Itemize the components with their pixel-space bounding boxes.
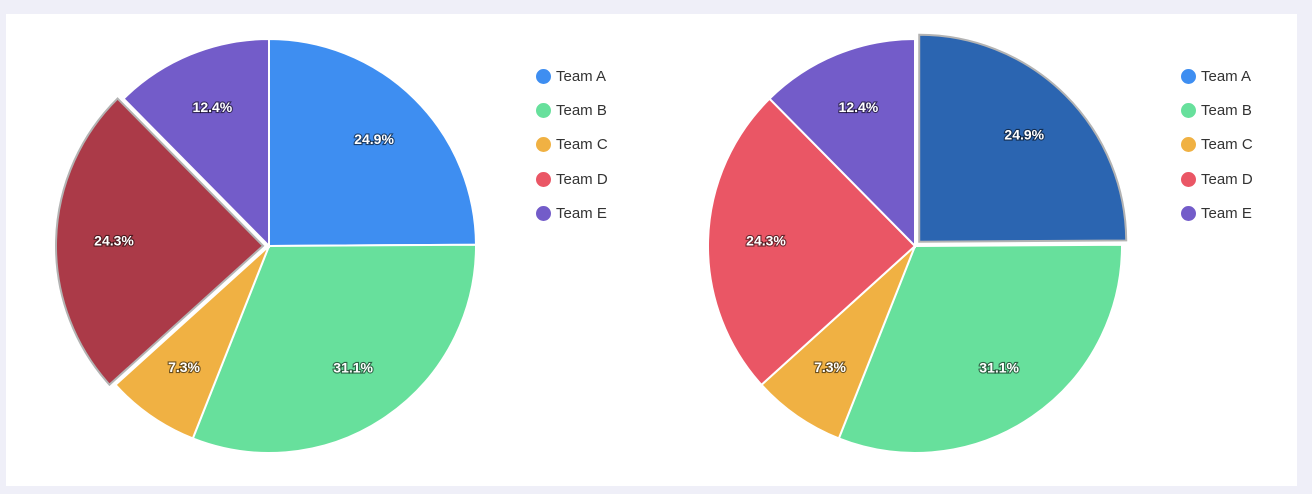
legend-item-team-a[interactable]: Team A bbox=[536, 59, 608, 93]
legend-swatch bbox=[1181, 205, 1196, 221]
pie-slice-team-a[interactable] bbox=[918, 33, 1128, 243]
legend-swatch bbox=[536, 68, 551, 84]
pie-chart-1: 24.9% 31.1% 7.3% 24.3% 12.4% bbox=[55, 37, 478, 454]
pie-slice-team-d[interactable] bbox=[55, 97, 265, 387]
legend-swatch bbox=[1181, 171, 1196, 187]
legend-item-team-e[interactable]: Team E bbox=[1181, 196, 1253, 230]
pie-slice-team-e[interactable] bbox=[122, 37, 270, 249]
pie-slice-team-b[interactable] bbox=[191, 243, 477, 454]
slice-percent-label: 7.3% bbox=[814, 359, 846, 375]
legend-swatch bbox=[536, 205, 551, 221]
slice-percent-label: 24.9% bbox=[1004, 127, 1044, 143]
slice-percent-label: 24.3% bbox=[746, 232, 786, 248]
slice-percent-label: 7.3% bbox=[168, 359, 200, 375]
legend-label: Team B bbox=[1201, 101, 1252, 119]
slice-percent-label: 12.4% bbox=[193, 99, 233, 115]
pie-slice-team-c[interactable] bbox=[114, 245, 270, 440]
legend-swatch bbox=[536, 137, 551, 153]
legend-swatch bbox=[1181, 137, 1196, 153]
legend-swatch bbox=[1181, 68, 1196, 84]
slice-percent-label: 24.3% bbox=[94, 232, 134, 248]
slice-percent-label: 31.1% bbox=[979, 360, 1019, 376]
charts-panel: 24.9% 31.1% 7.3% 24.3% 12.4% 24.9% 31.1% 7.3% 24… bbox=[6, 14, 1297, 486]
legend-item-team-a[interactable]: Team A bbox=[1181, 59, 1253, 93]
legend-label: Team E bbox=[1201, 204, 1252, 222]
legend-chart-1: Team A Team B Team C Team D Team E bbox=[536, 59, 608, 230]
legend-item-team-b[interactable]: Team B bbox=[536, 93, 608, 127]
pie-chart-2: 24.9% 31.1% 7.3% 24.3% 12.4% bbox=[706, 33, 1128, 454]
legend-swatch bbox=[536, 102, 551, 118]
pie-slice-team-b[interactable] bbox=[837, 243, 1124, 454]
legend-item-team-e[interactable]: Team E bbox=[536, 196, 608, 230]
legend-label: Team D bbox=[556, 170, 608, 188]
legend-swatch bbox=[1181, 102, 1196, 118]
legend-item-team-d[interactable]: Team D bbox=[536, 162, 608, 196]
legend-label: Team A bbox=[556, 67, 607, 85]
legend-swatch bbox=[536, 171, 551, 187]
legend-label: Team D bbox=[1201, 170, 1253, 188]
slice-percent-label: 12.4% bbox=[839, 99, 879, 115]
legend-label: Team C bbox=[556, 136, 608, 154]
legend-label: Team A bbox=[1201, 67, 1252, 85]
legend-item-team-d[interactable]: Team D bbox=[1181, 162, 1253, 196]
slice-percent-label: 31.1% bbox=[333, 360, 373, 376]
legend-label: Team B bbox=[556, 101, 607, 119]
legend-item-team-b[interactable]: Team B bbox=[1181, 93, 1253, 127]
legend-chart-2: Team A Team B Team C Team D Team E bbox=[1181, 59, 1253, 230]
pie-slice-team-e[interactable] bbox=[768, 37, 916, 249]
pie-charts-canvas: 24.9%31.1%7.3%24.3%12.4%24.9%31.1%7.3%24… bbox=[55, 33, 1128, 454]
legend-item-team-c[interactable]: Team C bbox=[1181, 128, 1253, 162]
legend-item-team-c[interactable]: Team C bbox=[536, 128, 608, 162]
slice-percent-label: 24.9% bbox=[354, 131, 394, 147]
pie-slice-team-d[interactable] bbox=[706, 97, 917, 387]
legend-label: Team E bbox=[556, 204, 607, 222]
pie-slice-team-a[interactable] bbox=[268, 37, 478, 248]
legend-label: Team C bbox=[1201, 136, 1253, 154]
